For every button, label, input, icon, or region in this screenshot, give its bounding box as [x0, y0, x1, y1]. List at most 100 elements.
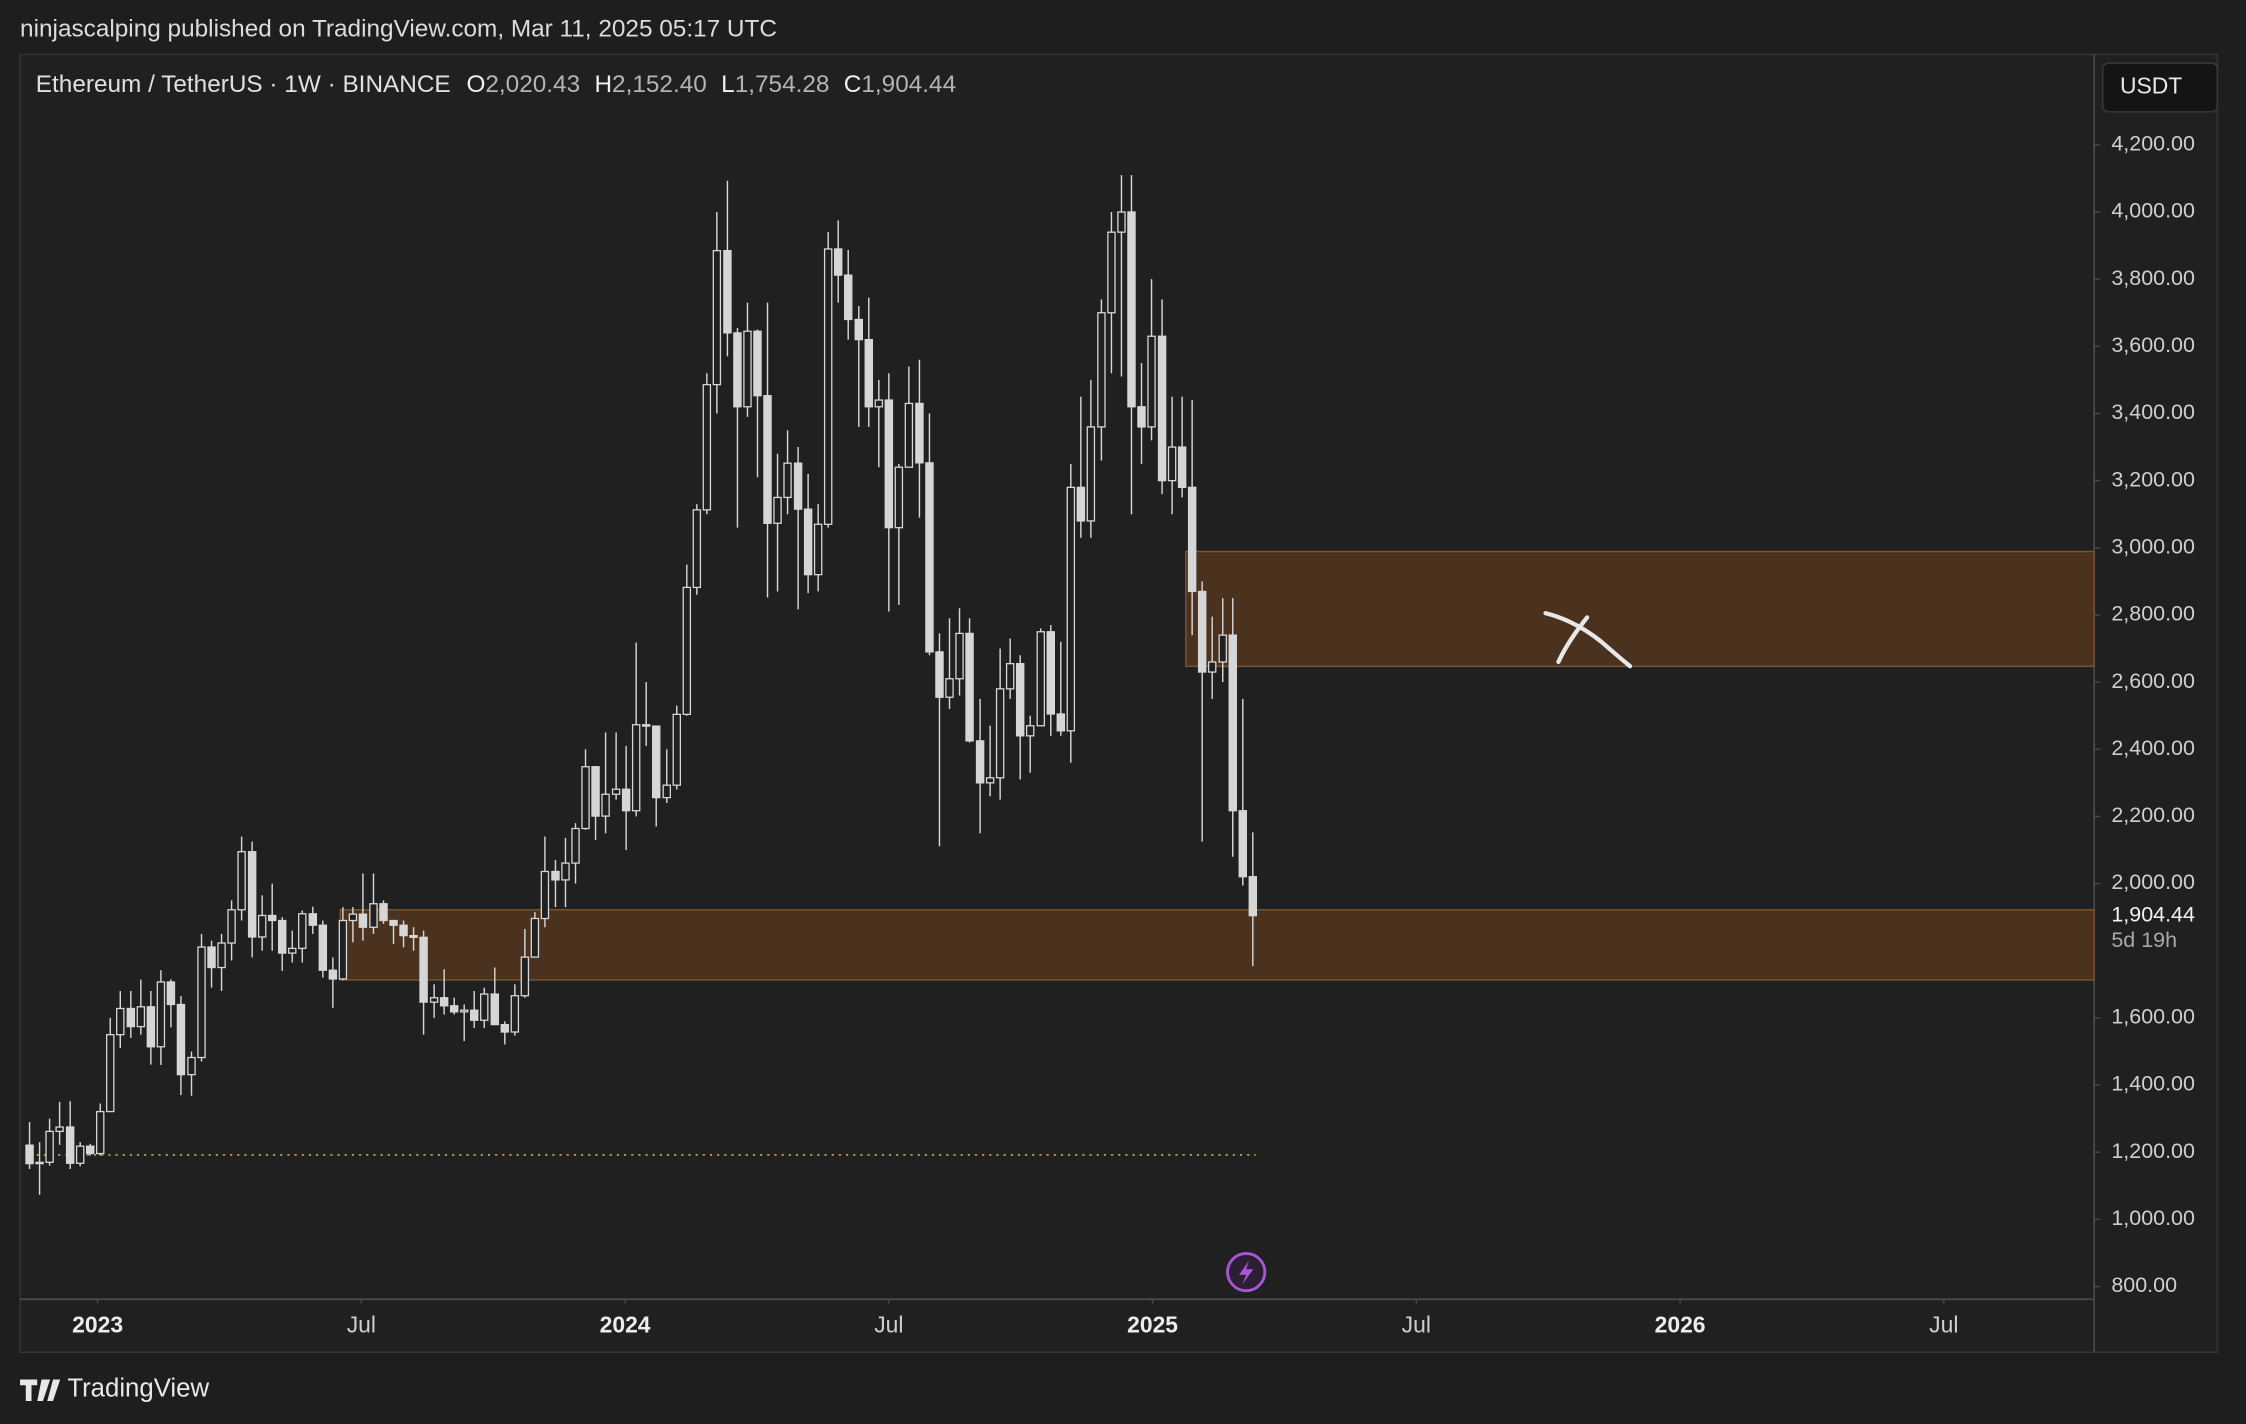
- candle-body: [571, 827, 580, 864]
- candle-body: [904, 402, 914, 468]
- candle-body: [773, 496, 782, 524]
- zone: [339, 909, 2095, 981]
- candle-body: [854, 318, 863, 341]
- candle-body: [813, 523, 823, 576]
- candle-body: [641, 724, 651, 727]
- candle-body: [176, 1003, 186, 1076]
- candle-body: [803, 508, 813, 576]
- currency: USDT: [2120, 73, 2182, 99]
- y-tick-label: 1,200.00: [2111, 1139, 2195, 1163]
- candle-body: [1228, 634, 1237, 812]
- y-tick-label: 4,200.00: [2111, 132, 2195, 156]
- x-tick-label: 2026: [1655, 1312, 1706, 1338]
- candle-body: [915, 402, 924, 464]
- candle-body: [520, 956, 530, 997]
- ohlc-key: C: [844, 71, 862, 98]
- candle-body: [500, 1023, 510, 1033]
- candle-body: [1107, 231, 1116, 314]
- candle-body: [793, 462, 803, 510]
- candle-body: [1025, 725, 1035, 737]
- ohlc-value: 1,754.28: [735, 71, 830, 98]
- bar-countdown: 5d 19h: [2111, 928, 2177, 952]
- y-tick-label: 4,000.00: [2111, 199, 2195, 223]
- candle-body: [136, 1006, 146, 1028]
- y-tick-label: 1,600.00: [2111, 1005, 2195, 1029]
- candle-body: [237, 851, 246, 911]
- candle-body: [187, 1056, 196, 1076]
- candle-body: [1127, 211, 1136, 408]
- candle-body: [955, 632, 964, 680]
- y-tick-label: 3,000.00: [2111, 534, 2195, 558]
- candle-body: [429, 997, 439, 1003]
- ohlc-value: 2,152.40: [612, 71, 707, 98]
- candle-body: [247, 851, 257, 938]
- candle-body: [753, 330, 762, 397]
- candle-body: [1056, 713, 1066, 732]
- candle-body: [338, 919, 348, 980]
- ohlc-value: 1,904.44: [861, 71, 956, 98]
- candle-body: [843, 274, 853, 321]
- candle-body: [581, 766, 590, 830]
- candle-body: [743, 330, 752, 408]
- candle-body: [25, 1144, 34, 1165]
- candle-body: [449, 1005, 459, 1013]
- candle-body: [601, 793, 610, 817]
- y-tick-label: 3,200.00: [2111, 467, 2195, 491]
- candle-body: [510, 995, 520, 1033]
- candle-body: [257, 914, 267, 938]
- candle-body: [490, 993, 500, 1026]
- y-tick-label: 2,600.00: [2111, 669, 2195, 693]
- candle-body: [651, 725, 661, 799]
- candle-body: [1238, 810, 1248, 878]
- brand-name: TradingView: [67, 1374, 209, 1402]
- candle-body: [106, 1034, 115, 1113]
- candle-body: [288, 947, 297, 954]
- candle-body: [126, 1007, 136, 1028]
- candle-body: [459, 1009, 469, 1013]
- candle-body: [45, 1130, 54, 1163]
- candle-body: [409, 934, 418, 938]
- y-tick-label: 2,200.00: [2111, 803, 2195, 827]
- chart-frame: [19, 53, 2219, 1353]
- y-tick-label: 2,800.00: [2111, 602, 2195, 626]
- candle-body: [975, 740, 985, 784]
- candle-body: [55, 1126, 64, 1133]
- y-tick-label: 3,600.00: [2111, 333, 2195, 357]
- last-price-label: 1,904.44: [2111, 902, 2195, 926]
- candle-body: [96, 1110, 105, 1155]
- currency-box[interactable]: [2102, 62, 2219, 113]
- candle-body: [561, 862, 570, 881]
- x-tick-label: Jul: [874, 1312, 903, 1338]
- candle-body: [662, 784, 671, 799]
- candle-body: [227, 909, 236, 944]
- x-tick-label: 2025: [1127, 1312, 1178, 1338]
- x-tick-label: Jul: [1402, 1312, 1431, 1338]
- candle-body: [348, 913, 358, 922]
- candle-body: [621, 788, 631, 812]
- brand-logo: [20, 1379, 61, 1401]
- ohlc-key: L: [721, 71, 735, 98]
- candle-body: [217, 942, 226, 969]
- candle-body: [35, 1161, 44, 1165]
- hand-drawn-x: [1543, 611, 1633, 669]
- candle-body: [540, 870, 550, 920]
- candle-body: [965, 632, 974, 742]
- candle-body: [197, 946, 206, 1059]
- candle-body: [156, 981, 166, 1048]
- candle-body: [379, 903, 388, 922]
- candle-body: [864, 338, 874, 408]
- candle-body: [884, 399, 894, 529]
- candle-body: [530, 917, 540, 958]
- candle-body: [672, 713, 682, 786]
- candle-body: [1015, 662, 1025, 737]
- candle-body: [358, 913, 368, 928]
- candle-body: [551, 870, 560, 881]
- candle-body: [591, 766, 600, 817]
- candle-body: [1177, 446, 1187, 489]
- candle-body: [631, 724, 641, 812]
- candle-body: [1046, 631, 1056, 715]
- candle-body: [723, 249, 732, 334]
- candle-body: [925, 462, 934, 653]
- candle-body: [277, 919, 287, 954]
